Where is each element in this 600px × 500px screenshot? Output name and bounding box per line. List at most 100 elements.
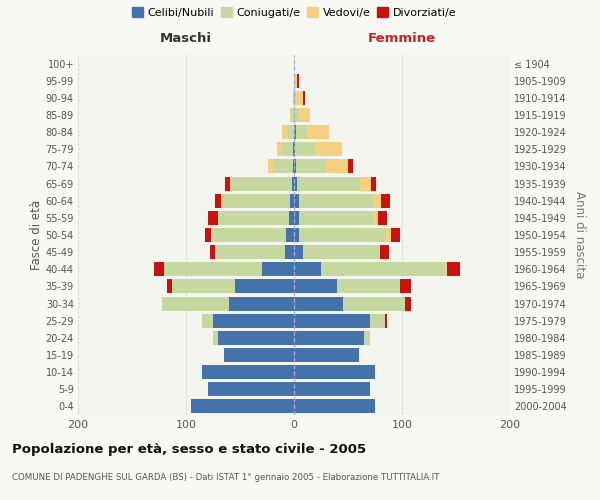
Bar: [164, 262, 262, 276]
Y-axis label: Fasce di età: Fasce di età: [29, 200, 43, 270]
Bar: [293, 160, 294, 173]
Bar: [343, 296, 405, 310]
Bar: [326, 160, 348, 173]
Bar: [373, 194, 382, 207]
Bar: [191, 400, 294, 413]
Bar: [294, 74, 295, 88]
Bar: [299, 211, 373, 225]
Bar: [215, 194, 221, 207]
Bar: [202, 314, 213, 328]
Bar: [232, 176, 292, 190]
Bar: [225, 176, 230, 190]
Bar: [294, 262, 321, 276]
Bar: [229, 296, 294, 310]
Bar: [223, 194, 290, 207]
Bar: [294, 245, 302, 259]
Text: Femmine: Femmine: [368, 32, 436, 44]
Bar: [405, 296, 410, 310]
Bar: [292, 108, 294, 122]
Bar: [297, 74, 299, 88]
Bar: [295, 74, 297, 88]
Bar: [299, 194, 373, 207]
Bar: [262, 262, 294, 276]
Bar: [294, 125, 296, 139]
Bar: [290, 108, 292, 122]
Bar: [208, 382, 294, 396]
Bar: [208, 211, 218, 225]
Bar: [386, 228, 391, 242]
Bar: [445, 262, 448, 276]
Bar: [287, 125, 294, 139]
Bar: [289, 211, 294, 225]
Bar: [294, 194, 299, 207]
Bar: [230, 176, 232, 190]
Bar: [364, 331, 370, 345]
Bar: [294, 314, 370, 328]
Bar: [296, 91, 302, 105]
Bar: [213, 331, 218, 345]
Bar: [286, 245, 294, 259]
Bar: [314, 142, 341, 156]
Bar: [448, 262, 460, 276]
Bar: [218, 331, 294, 345]
Bar: [205, 228, 211, 242]
Text: Popolazione per età, sesso e stato civile - 2005: Popolazione per età, sesso e stato civil…: [12, 442, 366, 456]
Bar: [382, 194, 390, 207]
Bar: [400, 280, 410, 293]
Bar: [294, 382, 370, 396]
Bar: [293, 142, 294, 156]
Bar: [282, 125, 287, 139]
Bar: [292, 176, 294, 190]
Bar: [215, 245, 286, 259]
Bar: [299, 108, 310, 122]
Text: Maschi: Maschi: [160, 32, 212, 44]
Bar: [348, 160, 353, 173]
Bar: [302, 245, 380, 259]
Bar: [385, 314, 387, 328]
Bar: [299, 228, 386, 242]
Bar: [296, 160, 326, 173]
Bar: [370, 314, 385, 328]
Bar: [282, 142, 293, 156]
Bar: [172, 280, 235, 293]
Y-axis label: Anni di nascita: Anni di nascita: [574, 192, 586, 278]
Bar: [286, 228, 294, 242]
Bar: [268, 160, 274, 173]
Bar: [360, 176, 371, 190]
Bar: [221, 194, 223, 207]
Bar: [294, 296, 343, 310]
Bar: [294, 176, 297, 190]
Bar: [294, 348, 359, 362]
Bar: [274, 160, 293, 173]
Bar: [294, 211, 299, 225]
Bar: [293, 91, 294, 105]
Bar: [211, 228, 286, 242]
Bar: [154, 262, 164, 276]
Bar: [294, 108, 299, 122]
Bar: [378, 211, 387, 225]
Bar: [295, 142, 314, 156]
Bar: [307, 125, 329, 139]
Bar: [202, 365, 294, 379]
Bar: [294, 331, 364, 345]
Bar: [224, 348, 294, 362]
Bar: [294, 91, 296, 105]
Bar: [380, 245, 389, 259]
Bar: [294, 228, 299, 242]
Bar: [302, 91, 305, 105]
Bar: [373, 211, 378, 225]
Bar: [296, 125, 307, 139]
Bar: [294, 280, 337, 293]
Bar: [218, 211, 289, 225]
Bar: [167, 280, 172, 293]
Bar: [337, 280, 400, 293]
Bar: [294, 142, 295, 156]
Bar: [391, 228, 400, 242]
Bar: [297, 176, 360, 190]
Bar: [371, 176, 376, 190]
Legend: Celibi/Nubili, Coniugati/e, Vedovi/e, Divorziati/e: Celibi/Nubili, Coniugati/e, Vedovi/e, Di…: [127, 3, 461, 22]
Bar: [294, 400, 375, 413]
Bar: [210, 245, 215, 259]
Bar: [294, 160, 296, 173]
Bar: [290, 194, 294, 207]
